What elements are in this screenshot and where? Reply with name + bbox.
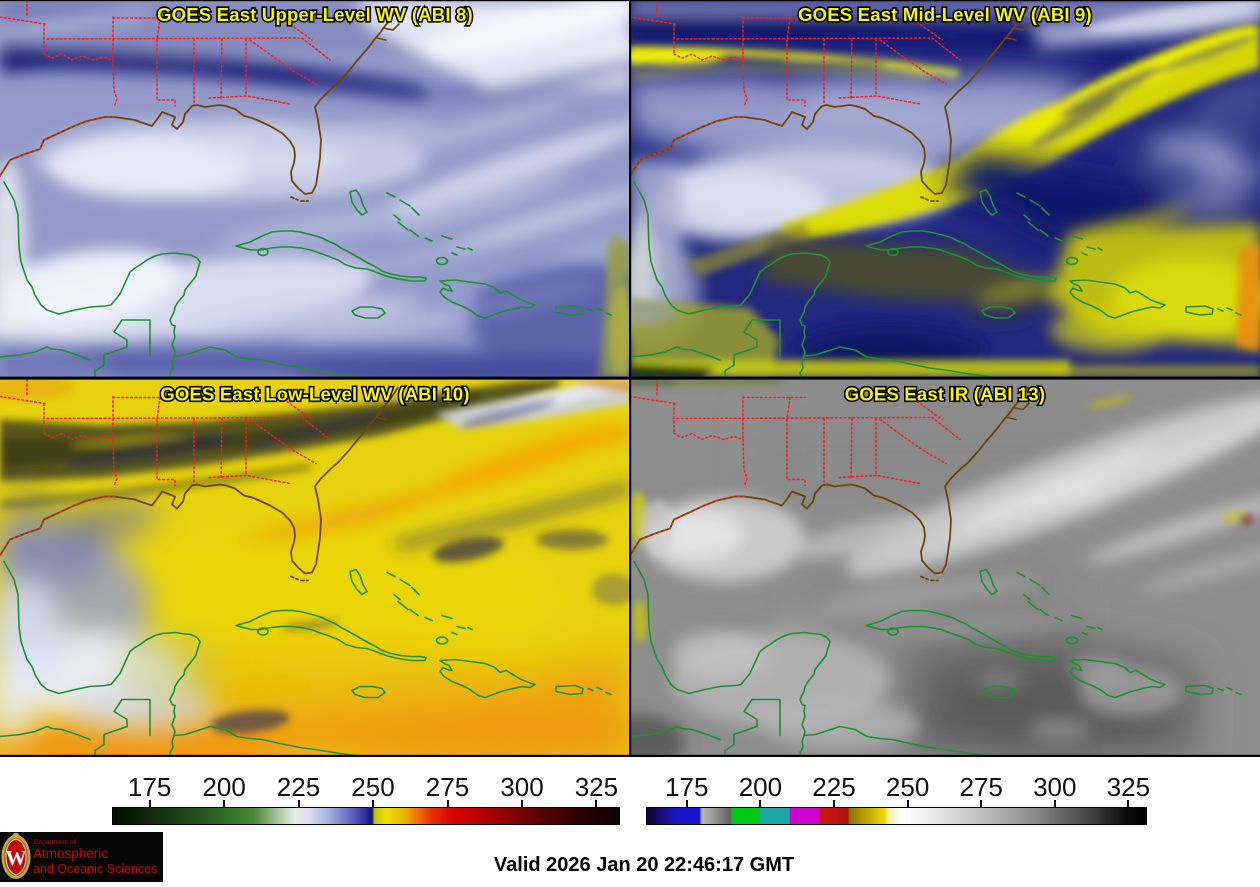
svg-text:Atmospheric: Atmospheric	[33, 846, 108, 861]
svg-text:Department of: Department of	[34, 839, 75, 846]
svg-text:W: W	[6, 846, 27, 870]
svg-text:GOES East Low-Level WV (ABI 10: GOES East Low-Level WV (ABI 10)	[160, 384, 469, 405]
svg-text:GOES East Upper-Level WV (ABI: GOES East Upper-Level WV (ABI 8)	[157, 4, 473, 25]
svg-text:GOES East IR (ABI 13): GOES East IR (ABI 13)	[845, 384, 1046, 405]
svg-text:GOES East Mid-Level WV (ABI 9): GOES East Mid-Level WV (ABI 9)	[798, 4, 1092, 25]
svg-text:and Oceanic Sciences: and Oceanic Sciences	[33, 862, 157, 876]
